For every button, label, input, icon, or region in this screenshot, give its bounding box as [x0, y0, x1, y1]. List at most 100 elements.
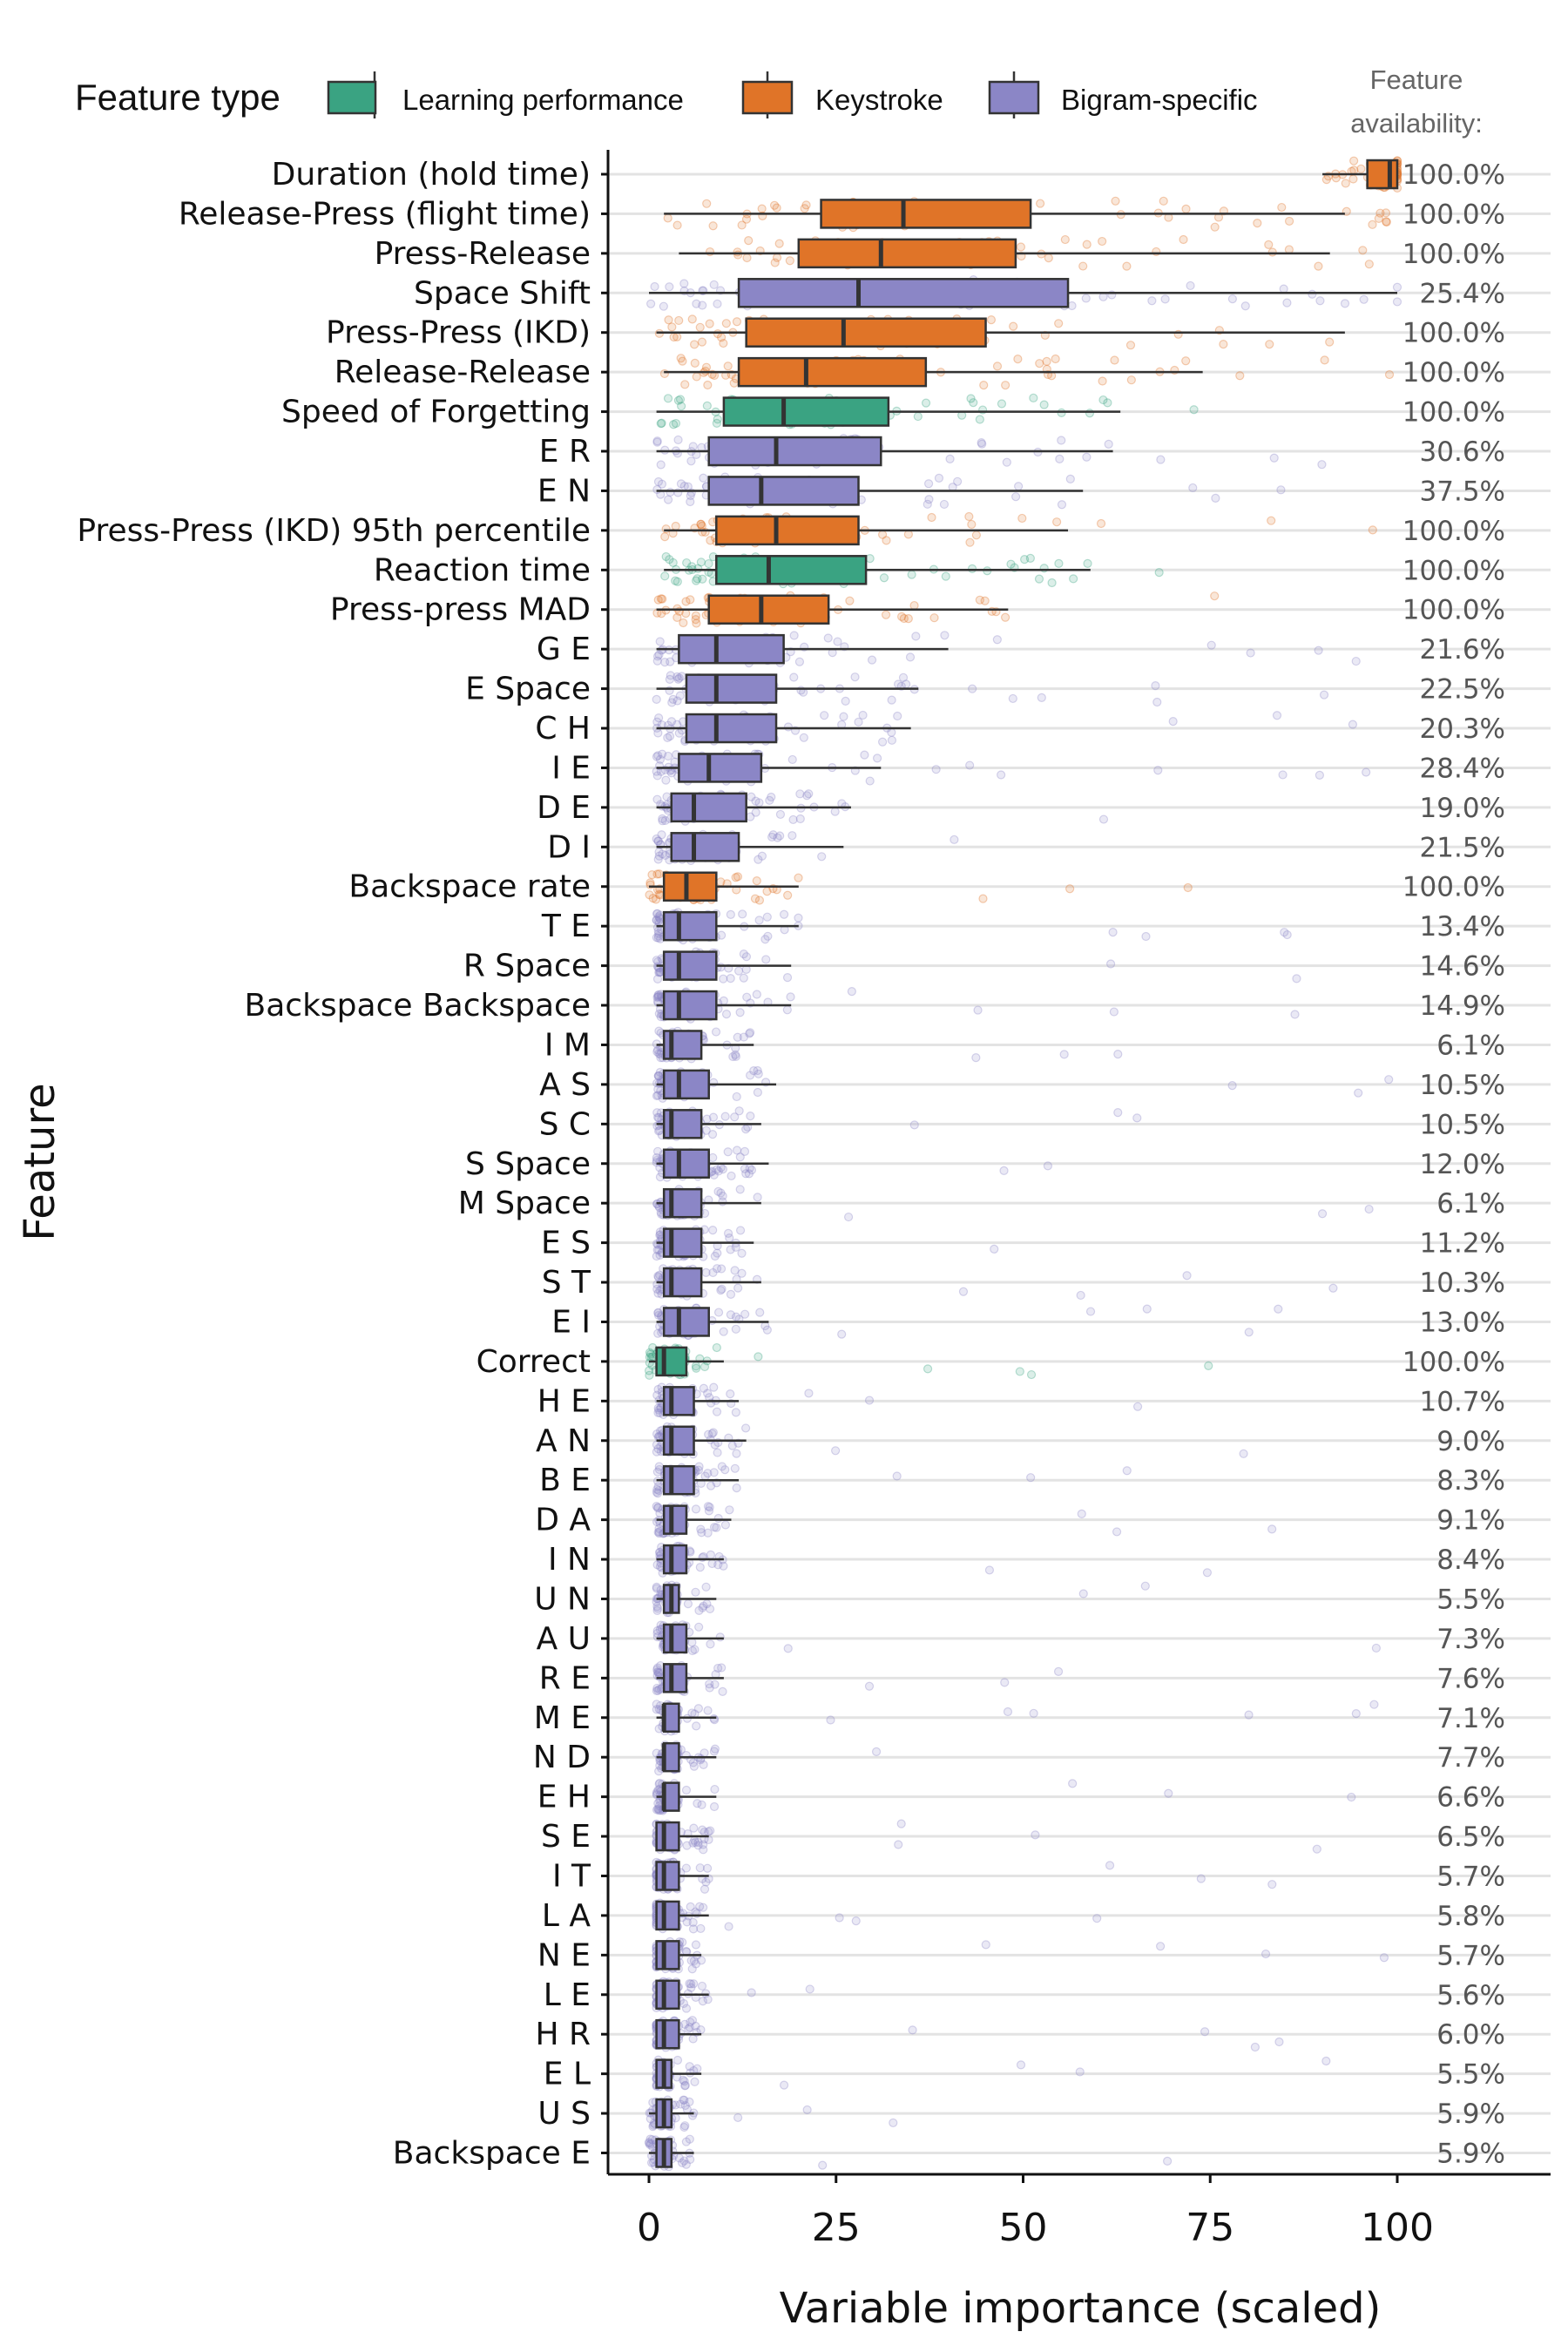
- data-point: [690, 358, 700, 368]
- data-point: [1267, 1524, 1277, 1534]
- y-tick-label-u-n: U N: [534, 1581, 591, 1617]
- data-point: [659, 301, 668, 311]
- data-point: [871, 1747, 882, 1757]
- data-point: [1204, 1361, 1213, 1371]
- data-point: [754, 1352, 763, 1362]
- data-point: [721, 1010, 732, 1019]
- data-point: [693, 1799, 702, 1808]
- data-point: [865, 776, 875, 786]
- data-point: [1163, 2156, 1173, 2166]
- data-point: [843, 1212, 854, 1222]
- data-point: [1098, 814, 1109, 824]
- availability-d-e: 19.0%: [1420, 793, 1505, 824]
- data-point: [907, 570, 916, 579]
- availability-backspace-e: 5.9%: [1436, 2139, 1505, 2170]
- data-point: [663, 733, 672, 742]
- availability-i-n: 8.4%: [1436, 1544, 1505, 1576]
- data-point: [929, 613, 939, 623]
- data-point: [1003, 1707, 1013, 1717]
- data-point: [671, 576, 680, 585]
- availability-i-e: 28.4%: [1420, 753, 1505, 784]
- data-point: [1011, 492, 1021, 502]
- box: [662, 1386, 695, 1416]
- data-point: [1264, 240, 1274, 250]
- availability-u-n: 5.5%: [1436, 1584, 1505, 1615]
- data-point: [686, 490, 695, 501]
- data-point: [1002, 457, 1011, 467]
- data-point: [653, 855, 663, 864]
- data-point: [713, 299, 722, 308]
- data-point: [1108, 928, 1118, 937]
- boxplot-c-h: [656, 713, 911, 744]
- availability-e-n: 37.5%: [1420, 476, 1505, 507]
- data-point: [749, 1066, 759, 1076]
- data-point: [1025, 553, 1035, 563]
- data-point: [1267, 247, 1277, 257]
- y-tick-label-s-t: S T: [542, 1265, 591, 1301]
- data-point: [715, 1632, 725, 1642]
- data-point: [666, 717, 677, 727]
- data-point: [740, 1146, 750, 1156]
- data-point: [740, 1309, 750, 1319]
- data-point: [738, 909, 747, 919]
- x-tick-label-0: 0: [637, 2206, 661, 2250]
- data-point: [950, 835, 959, 844]
- data-point: [789, 672, 799, 682]
- data-point: [654, 713, 664, 723]
- data-point: [653, 728, 663, 738]
- data-point: [804, 789, 814, 799]
- data-point: [747, 792, 756, 801]
- data-point: [656, 594, 666, 604]
- data-point: [1382, 217, 1391, 226]
- data-point: [733, 2112, 743, 2123]
- data-point: [718, 1197, 727, 1206]
- data-point: [713, 1448, 722, 1457]
- data-point: [666, 657, 675, 666]
- data-point: [677, 672, 686, 681]
- data-point: [666, 487, 675, 497]
- data-point: [787, 831, 797, 841]
- availability-h-r: 6.0%: [1436, 2019, 1505, 2051]
- data-point: [653, 751, 663, 760]
- data-point: [839, 712, 848, 721]
- box: [662, 1464, 695, 1496]
- availability-e-r: 30.6%: [1420, 436, 1505, 468]
- data-point: [661, 551, 671, 562]
- data-point: [674, 728, 684, 738]
- y-tick-label-correct: Correct: [476, 1344, 591, 1380]
- data-point: [786, 992, 795, 1002]
- data-point: [723, 1147, 733, 1157]
- data-point: [645, 1358, 654, 1368]
- data-point: [689, 1979, 699, 1989]
- data-point: [975, 595, 984, 605]
- data-point: [724, 1922, 733, 1931]
- data-point: [1098, 236, 1107, 247]
- data-point: [1111, 196, 1120, 206]
- data-point: [887, 735, 897, 745]
- data-point: [1096, 518, 1106, 529]
- data-point: [703, 1502, 713, 1511]
- data-point: [1328, 1283, 1338, 1293]
- data-point: [653, 1288, 663, 1298]
- availability-press-press-ikd: 100.0%: [1402, 318, 1505, 349]
- data-point: [1113, 1050, 1123, 1059]
- data-point: [1076, 1290, 1085, 1301]
- data-point: [710, 1680, 720, 1689]
- data-point: [1321, 175, 1331, 185]
- data-point: [923, 1364, 933, 1374]
- availability-s-space: 12.0%: [1420, 1149, 1505, 1180]
- data-point: [1364, 260, 1374, 269]
- data-point: [1141, 931, 1151, 942]
- data-point: [718, 1165, 728, 1174]
- data-point: [645, 2139, 654, 2148]
- data-point: [1122, 261, 1132, 271]
- data-point: [1031, 1830, 1040, 1840]
- data-point: [688, 1917, 698, 1927]
- availability-press-press-mad: 100.0%: [1402, 595, 1505, 626]
- data-point: [899, 613, 909, 624]
- availability-e-s: 11.2%: [1420, 1228, 1505, 1260]
- data-point: [1181, 356, 1191, 366]
- availability-a-n: 9.0%: [1436, 1426, 1505, 1457]
- availability-press-press-ikd-95th-percentile: 100.0%: [1402, 516, 1505, 547]
